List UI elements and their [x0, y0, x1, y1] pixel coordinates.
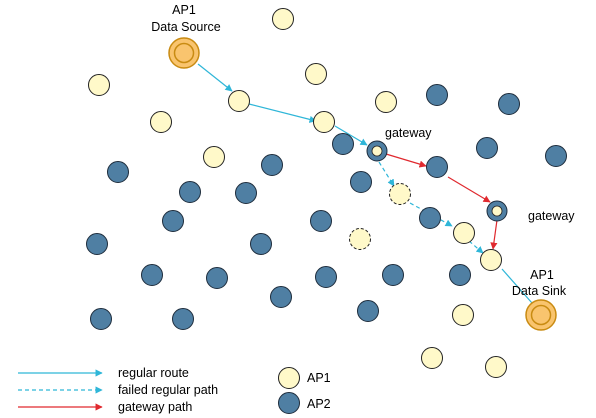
ap1-node: [228, 90, 250, 112]
ap2-node: [172, 308, 194, 330]
failed-path-segment: [378, 161, 395, 187]
source-label-line2: Data Source: [151, 20, 221, 34]
legend: regular route failed regular path gatewa…: [18, 366, 331, 414]
failed-ap1-node: [349, 228, 371, 250]
gateway-path-segment: [490, 219, 498, 250]
ap2-node: [86, 233, 108, 255]
ap1-node: [150, 111, 172, 133]
ap2-node: [426, 84, 448, 106]
gateway-node-right: [486, 200, 508, 222]
failed-nodes: [349, 183, 411, 250]
ap2-node: [315, 266, 337, 288]
ap1-node: [421, 347, 443, 369]
failed-path-segment: [468, 240, 484, 254]
regular-route-segment: [501, 268, 533, 304]
ap2-node: [332, 133, 354, 155]
legend-ap2-swatch: [278, 392, 300, 414]
legend-ap1-swatch: [278, 367, 300, 389]
regular-route-segment: [197, 63, 233, 92]
ap2-node: [90, 308, 112, 330]
source-label-line1: AP1: [172, 3, 196, 17]
gateway-path-segment: [447, 176, 491, 203]
legend-ap2-label: AP2: [307, 397, 331, 411]
ap2-node: [476, 137, 498, 159]
ap2-node: [270, 286, 292, 308]
ap2-node: [419, 207, 441, 229]
ap2-node: [449, 264, 471, 286]
ap2-node: [426, 156, 448, 178]
ap1-node: [453, 222, 475, 244]
ap2-node: [261, 154, 283, 176]
legend-gateway-path-label: gateway path: [118, 400, 192, 414]
ap2-nodes: [86, 84, 567, 330]
gateway-label-top: gateway: [385, 126, 432, 140]
ap1-node: [313, 111, 335, 133]
ap2-node: [382, 264, 404, 286]
ap2-node: [350, 171, 372, 193]
ap2-node: [179, 181, 201, 203]
sink-label-line2: Data Sink: [512, 284, 567, 298]
data-sink-node: [525, 299, 557, 331]
ap2-node: [250, 233, 272, 255]
legend-failed-path-label: failed regular path: [118, 383, 218, 397]
ap2-node: [107, 161, 129, 183]
ap1-node: [375, 91, 397, 113]
ap1-nodes: [88, 8, 507, 378]
sink-label-line1: AP1: [530, 268, 554, 282]
ap1-node: [88, 74, 110, 96]
ap1-node: [480, 249, 502, 271]
regular-route-segment: [334, 125, 368, 146]
ap2-node: [545, 145, 567, 167]
ap2-node: [141, 264, 163, 286]
ap1-node: [305, 63, 327, 85]
regular-route-segment: [248, 103, 317, 123]
legend-ap1-label: AP1: [307, 371, 331, 385]
gateway-path-segment: [385, 153, 427, 168]
gateway-label-right: gateway: [528, 209, 575, 223]
ap2-node: [498, 93, 520, 115]
ap1-node: [203, 146, 225, 168]
failed-ap1-node: [389, 183, 411, 205]
ap1-node: [485, 356, 507, 378]
ap2-node: [310, 210, 332, 232]
ap1-node: [272, 8, 294, 30]
data-source-node: [168, 37, 200, 69]
ap2-node: [235, 182, 257, 204]
legend-regular-route-label: regular route: [118, 366, 189, 380]
ap1-node: [452, 304, 474, 326]
ap2-node: [206, 267, 228, 289]
ap2-node: [162, 210, 184, 232]
gateway-node-top: [366, 140, 388, 162]
ap2-node: [357, 300, 379, 322]
